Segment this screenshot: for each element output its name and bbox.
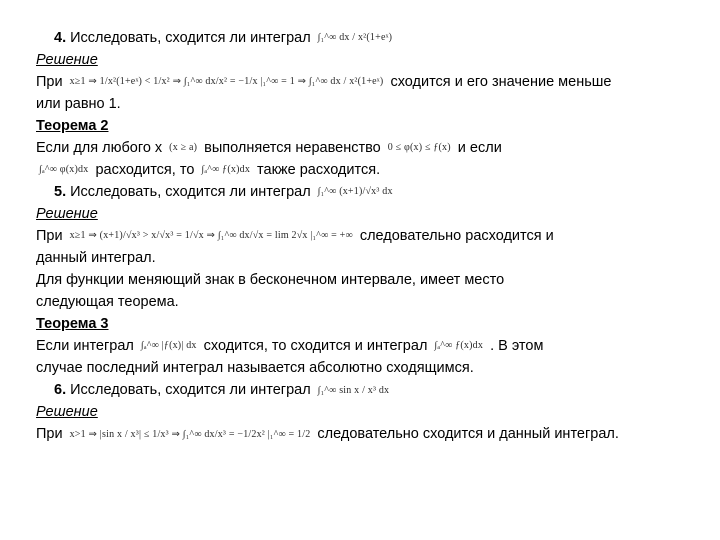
problem-5-l1c: данный интеграл.: [36, 248, 684, 269]
problem-5-l3: следующая теорема.: [36, 292, 684, 313]
th3-l2: случае последний интеграл называется абс…: [36, 358, 684, 379]
th2-m4: ∫ₐ^∞ ƒ(x)dx: [201, 163, 250, 178]
problem-5-l2: Для функции меняющий знак в бесконечном …: [36, 270, 684, 291]
problem-6-prompt: Исследовать, сходится ли интеграл: [70, 380, 311, 401]
problem-4-num: 4.: [54, 28, 66, 49]
problem-4-l1b: сходится и его значение меньше: [390, 72, 611, 93]
th2-m2: 0 ≤ φ(x) ≤ ƒ(x): [388, 141, 451, 156]
problem-4-l1a: При: [36, 72, 63, 93]
problem-5-math1: x≥1 ⇒ (x+1)/√x³ > x/√x³ = 1/√x ⇒ ∫₁^∞ dx…: [70, 229, 353, 244]
problem-6-integral: ∫₁^∞ sin x / x³ dx: [318, 384, 390, 399]
problem-6-solution-h: Решение: [36, 402, 684, 423]
problem-6-math1: x>1 ⇒ |sin x / x³| ≤ 1/x³ ⇒ ∫₁^∞ dx/x³ =…: [70, 428, 311, 443]
problem-4-integral: ∫₁^∞ dx / x²(1+eˣ): [318, 31, 393, 46]
th2-m1: (x ≥ a): [169, 141, 197, 156]
th3-m1: ∫ₐ^∞ |ƒ(x)| dx: [141, 339, 197, 354]
problem-6-num: 6.: [54, 380, 66, 401]
th3-m2: ∫ₐ^∞ ƒ(x)dx: [434, 339, 483, 354]
problem-4-l1c: или равно 1.: [36, 94, 684, 115]
theorem-2-title: Теорема 2: [36, 116, 684, 137]
th3-l1c: . В этом: [490, 336, 543, 357]
problem-4-math1: x≥1 ⇒ 1/x²(1+eˣ) < 1/x² ⇒ ∫₁^∞ dx/x² = −…: [70, 75, 384, 90]
th2-l1a: Если для любого x: [36, 138, 162, 159]
problem-4-prompt: Исследовать, сходится ли интеграл: [70, 28, 311, 49]
problem-5-solution-h: Решение: [36, 204, 684, 225]
th2-l2a: расходится, то: [95, 160, 194, 181]
problem-5-integral: ∫₁^∞ (x+1)/√x³ dx: [318, 185, 393, 200]
th2-l1b: выполняется неравенство: [204, 138, 381, 159]
problem-4-solution-h: Решение: [36, 50, 684, 71]
problem-6-l1a: При: [36, 424, 63, 445]
problem-5-num: 5.: [54, 182, 66, 203]
th3-l1b: сходится, то сходится и интеграл: [204, 336, 428, 357]
th2-l2b: также расходится.: [257, 160, 380, 181]
theorem-3-title: Теорема 3: [36, 314, 684, 335]
problem-5-l1a: При: [36, 226, 63, 247]
problem-6-l1b: следовательно сходится и данный интеграл…: [317, 424, 618, 445]
problem-5-prompt: Исследовать, сходится ли интеграл: [70, 182, 311, 203]
th2-l1c: и если: [458, 138, 502, 159]
th3-l1a: Если интеграл: [36, 336, 134, 357]
th2-m3: ∫ₐ^∞ φ(x)dx: [39, 163, 88, 178]
problem-5-l1b: следовательно расходится и: [360, 226, 554, 247]
